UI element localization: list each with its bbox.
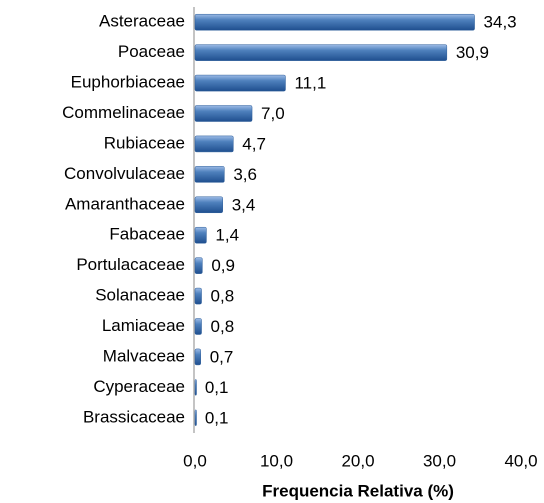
y-tick-label: Rubiaceae [104,133,185,152]
y-tick-label: Portulacaceae [76,255,185,274]
bar [194,74,286,92]
bar [194,409,197,427]
bar [194,166,225,183]
bar [194,196,223,214]
data-label: 0,8 [211,317,235,336]
x-tick-label: 0,0 [183,451,207,470]
bar [194,13,475,31]
x-tick-label: 20,0 [341,451,374,470]
data-label: 0,1 [205,378,229,397]
bar [194,44,448,61]
x-tick-label: 10,0 [260,451,293,470]
y-tick-label: Commelinaceae [62,103,185,122]
data-label: 3,6 [233,165,257,184]
data-label: 34,3 [484,13,517,32]
y-tick-label: Convolvulaceae [64,164,185,183]
bar [194,105,253,122]
y-tick-label: Solanaceae [95,286,185,305]
bar [194,135,234,153]
bar [194,318,202,335]
bar [194,348,201,366]
y-tick-label: Brassicaceae [83,407,185,426]
data-label: 0,7 [210,347,234,366]
data-label: 1,4 [215,226,239,245]
data-label: 0,8 [211,287,235,306]
y-tick-label: Lamiaceae [102,316,185,335]
data-label: 4,7 [242,134,266,153]
y-tick-label: Amaranthaceae [65,194,185,213]
y-tick-label: Malvaceae [103,346,185,365]
y-tick-label: Poaceae [118,42,185,61]
bar [194,379,197,396]
x-axis-title: Frequencia Relativa (%) [262,481,454,500]
data-label: 7,0 [261,104,285,123]
data-label: 0,1 [205,408,229,427]
data-label: 11,1 [294,74,326,93]
bar [194,257,203,274]
x-tick-label: 30,0 [423,451,456,470]
data-label: 30,9 [456,43,489,62]
data-label: 3,4 [232,195,256,214]
y-tick-label: Asteraceae [99,12,185,31]
bar [194,287,202,305]
x-tick-label: 40,0 [504,451,537,470]
y-tick-label: Euphorbiaceae [71,73,185,92]
bar [194,226,207,244]
y-tick-label: Cyperaceae [93,377,185,396]
data-label: 0,9 [211,256,235,275]
y-tick-label: Fabaceae [109,225,185,244]
